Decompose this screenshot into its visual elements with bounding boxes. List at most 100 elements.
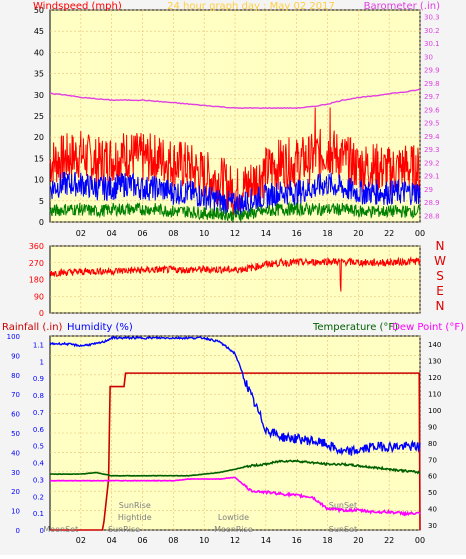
time-tick-label: 18	[322, 536, 332, 545]
chart-title: 24 hour graph day : May 02 2017	[167, 1, 335, 12]
rain-tick-label: 0.6	[33, 426, 45, 434]
time-tick-label: 22	[384, 536, 394, 545]
wind-avg-line	[49, 171, 421, 216]
barometer-tick-label: 29.4	[424, 133, 440, 141]
barometer-tick-label: 29	[424, 186, 433, 194]
time-tick-label: 16	[292, 536, 302, 545]
direction-tick-label: 180	[29, 276, 44, 285]
compass-letter: W	[434, 254, 446, 268]
time-tick-label: 14	[261, 536, 271, 545]
humidity-tick-label: 100	[7, 333, 20, 341]
barometer-tick-label: 30	[424, 53, 433, 61]
temperature-tick-label: 50	[428, 489, 437, 497]
humidity-tick-label: 10	[11, 508, 20, 516]
temperature-tick-label: 70	[428, 456, 437, 464]
dewpoint-axis-label: Dew Point (°F)	[392, 322, 464, 333]
humidity-tick-label: 60	[11, 411, 20, 419]
compass-letter: N	[436, 239, 445, 253]
time-tick-label: 10	[199, 229, 209, 238]
temperature-tick-label: 90	[428, 423, 437, 431]
time-tick-label: 02	[76, 536, 86, 545]
event-label: Lowtide	[218, 513, 249, 522]
wind-tick-label: 5	[39, 197, 44, 206]
barometer-tick-label: 29.8	[424, 80, 440, 88]
temperature-tick-label: 100	[428, 407, 441, 415]
temperature-axis-label: Temperature (°F)	[312, 322, 398, 333]
rain-tick-label: 0.2	[33, 493, 44, 501]
humidity-tick-label: 50	[11, 430, 20, 438]
time-tick-label: 06	[137, 536, 147, 545]
compass-letter: N	[436, 299, 445, 313]
barometer-tick-label: 29.2	[424, 159, 440, 167]
event-label: SunSet	[329, 501, 357, 510]
rain-tick-label: 0.1	[33, 510, 44, 518]
event-label: SunSet	[329, 525, 357, 534]
wind-low-line	[49, 201, 421, 222]
rainfall-line	[50, 372, 421, 531]
temperature-tick-label: 110	[428, 391, 441, 399]
temperature-tick-label: 40	[428, 506, 437, 514]
time-tick-label: 02	[76, 229, 86, 238]
barometer-tick-label: 29.9	[424, 67, 440, 75]
barometer-axis-label: Barometer (.in)	[364, 1, 440, 12]
humidity-tick-label: 70	[11, 391, 20, 399]
barometer-tick-label: 29.1	[424, 173, 440, 181]
wind-tick-label: 50	[34, 6, 44, 15]
barometer-tick-label: 28.8	[424, 212, 440, 220]
rain-tick-label: 1	[40, 358, 44, 366]
humidity-tick-label: 40	[11, 449, 20, 457]
rain-tick-label: 0.3	[33, 476, 44, 484]
event-label: MoonSet	[43, 525, 78, 534]
time-tick-label: 04	[107, 229, 117, 238]
wind-tick-label: 40	[34, 48, 44, 57]
event-label: SunRise	[119, 501, 151, 510]
barometer-tick-label: 29.5	[424, 120, 440, 128]
temperature-tick-label: 30	[428, 522, 437, 530]
time-tick-label: 20	[353, 229, 363, 238]
humidity-line	[49, 335, 421, 456]
barometer-tick-label: 29.3	[424, 146, 440, 154]
humidity-tick-label: 0	[16, 527, 20, 535]
time-tick-label: 22	[384, 229, 394, 238]
rain-tick-label: 0.4	[33, 460, 45, 468]
rain-tick-label: 0.7	[33, 409, 44, 417]
rain-tick-label: 0.8	[33, 392, 44, 400]
time-tick-label: 18	[322, 229, 332, 238]
barometer-tick-label: 29.7	[424, 93, 440, 101]
time-tick-label: 20	[353, 536, 363, 545]
humidity-tick-label: 80	[11, 372, 20, 380]
time-tick-label: 14	[261, 229, 271, 238]
event-label: MoonRise	[214, 525, 253, 534]
rain-tick-label: 1.1	[33, 341, 44, 349]
wind-direction-line	[49, 256, 421, 292]
direction-tick-label: 0	[39, 309, 44, 318]
event-label: Hightide	[118, 513, 152, 522]
temperature-tick-label: 130	[428, 358, 441, 366]
time-tick-label: 06	[137, 229, 147, 238]
rain-tick-label: 0.9	[33, 375, 44, 383]
time-tick-label: 12	[230, 229, 240, 238]
barometer-line	[49, 88, 421, 110]
time-tick-label: 04	[107, 536, 117, 545]
wind-tick-label: 25	[34, 112, 44, 121]
rain-tick-label: 0.5	[33, 443, 44, 451]
humidity-tick-label: 30	[11, 469, 20, 477]
rain-tick-label: 0	[40, 527, 44, 535]
compass-letter: S	[436, 269, 444, 283]
humidity-axis-label: Humidity (%)	[67, 322, 133, 333]
time-tick-label: 12	[230, 536, 240, 545]
time-tick-label: 00	[415, 229, 425, 238]
dewpoint-line	[50, 476, 421, 517]
wind-tick-label: 35	[34, 70, 44, 79]
event-label: SunRise	[108, 525, 140, 534]
barometer-tick-label: 29.6	[424, 106, 440, 114]
barometer-tick-label: 30.1	[424, 40, 440, 48]
barometer-tick-label: 28.9	[424, 199, 440, 207]
wind-tick-label: 45	[34, 27, 44, 36]
time-tick-label: 10	[199, 536, 209, 545]
time-tick-label: 08	[168, 229, 178, 238]
barometer-tick-label: 30.2	[424, 27, 440, 35]
humidity-tick-label: 90	[11, 352, 20, 360]
